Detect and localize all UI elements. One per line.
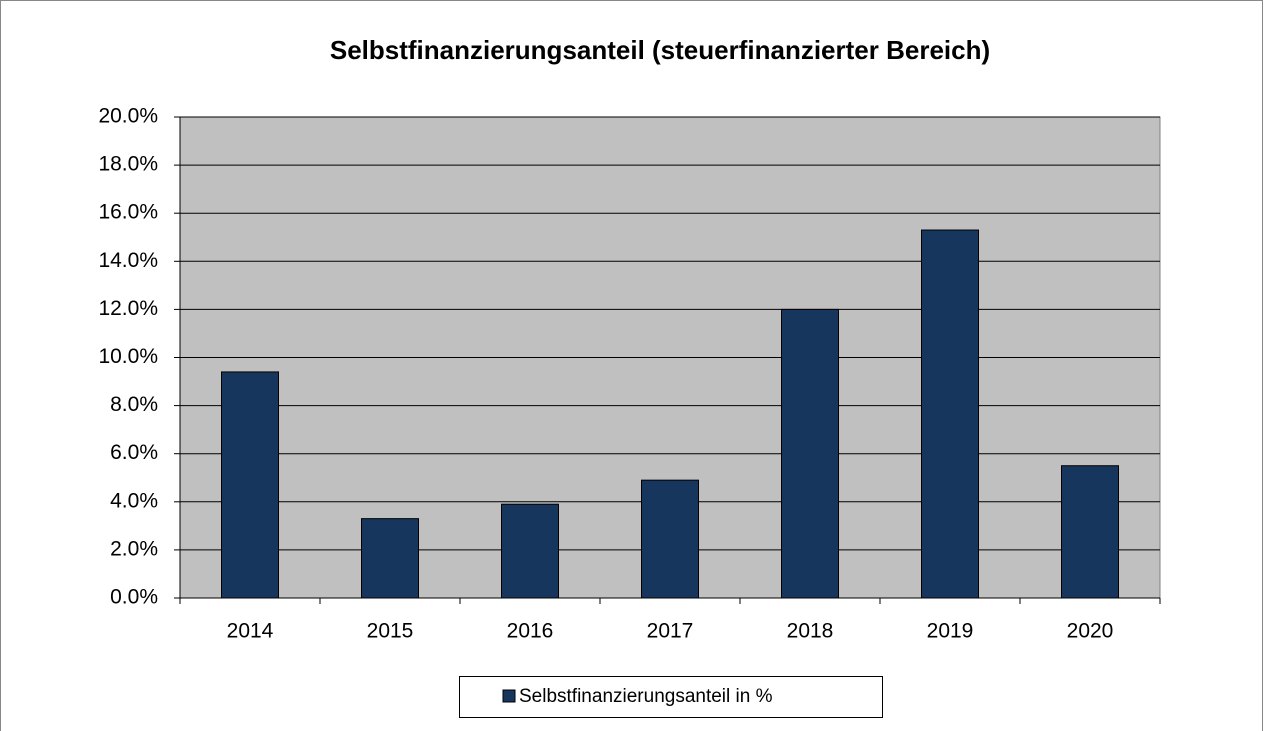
y-tick-label: 2.0% <box>110 537 158 560</box>
bar <box>501 503 559 599</box>
x-tick-label: 2019 <box>927 620 974 643</box>
y-tick-label: 0.0% <box>110 586 158 609</box>
y-tick-label: 20.0% <box>98 105 158 128</box>
legend-label: Selbstfinanzierungsanteil in % <box>519 686 773 707</box>
legend-marker <box>502 689 516 703</box>
x-tick-label: 2017 <box>647 620 694 643</box>
x-tick-label: 2014 <box>227 620 274 643</box>
y-tick-label: 10.0% <box>98 345 158 368</box>
x-tick-label: 2020 <box>1067 620 1114 643</box>
x-tick-label: 2015 <box>367 620 414 643</box>
bar <box>221 371 279 599</box>
bar <box>781 308 839 599</box>
chart-title: Selbstfinanzierungsanteil (steuerfinanzi… <box>330 35 990 65</box>
y-tick-label: 14.0% <box>98 249 158 272</box>
y-tick-label: 16.0% <box>98 201 158 224</box>
legend-box <box>459 676 883 718</box>
y-tick-label: 8.0% <box>110 393 158 416</box>
x-tick-label: 2018 <box>787 620 834 643</box>
bar <box>641 479 699 599</box>
bar <box>361 518 419 599</box>
y-tick-label: 6.0% <box>110 441 158 464</box>
y-tick-label: 12.0% <box>98 297 158 320</box>
bar <box>1061 465 1119 599</box>
x-tick-label: 2016 <box>507 620 554 643</box>
y-tick-label: 4.0% <box>110 489 158 512</box>
y-tick-label: 18.0% <box>98 153 158 176</box>
bar <box>921 229 979 599</box>
